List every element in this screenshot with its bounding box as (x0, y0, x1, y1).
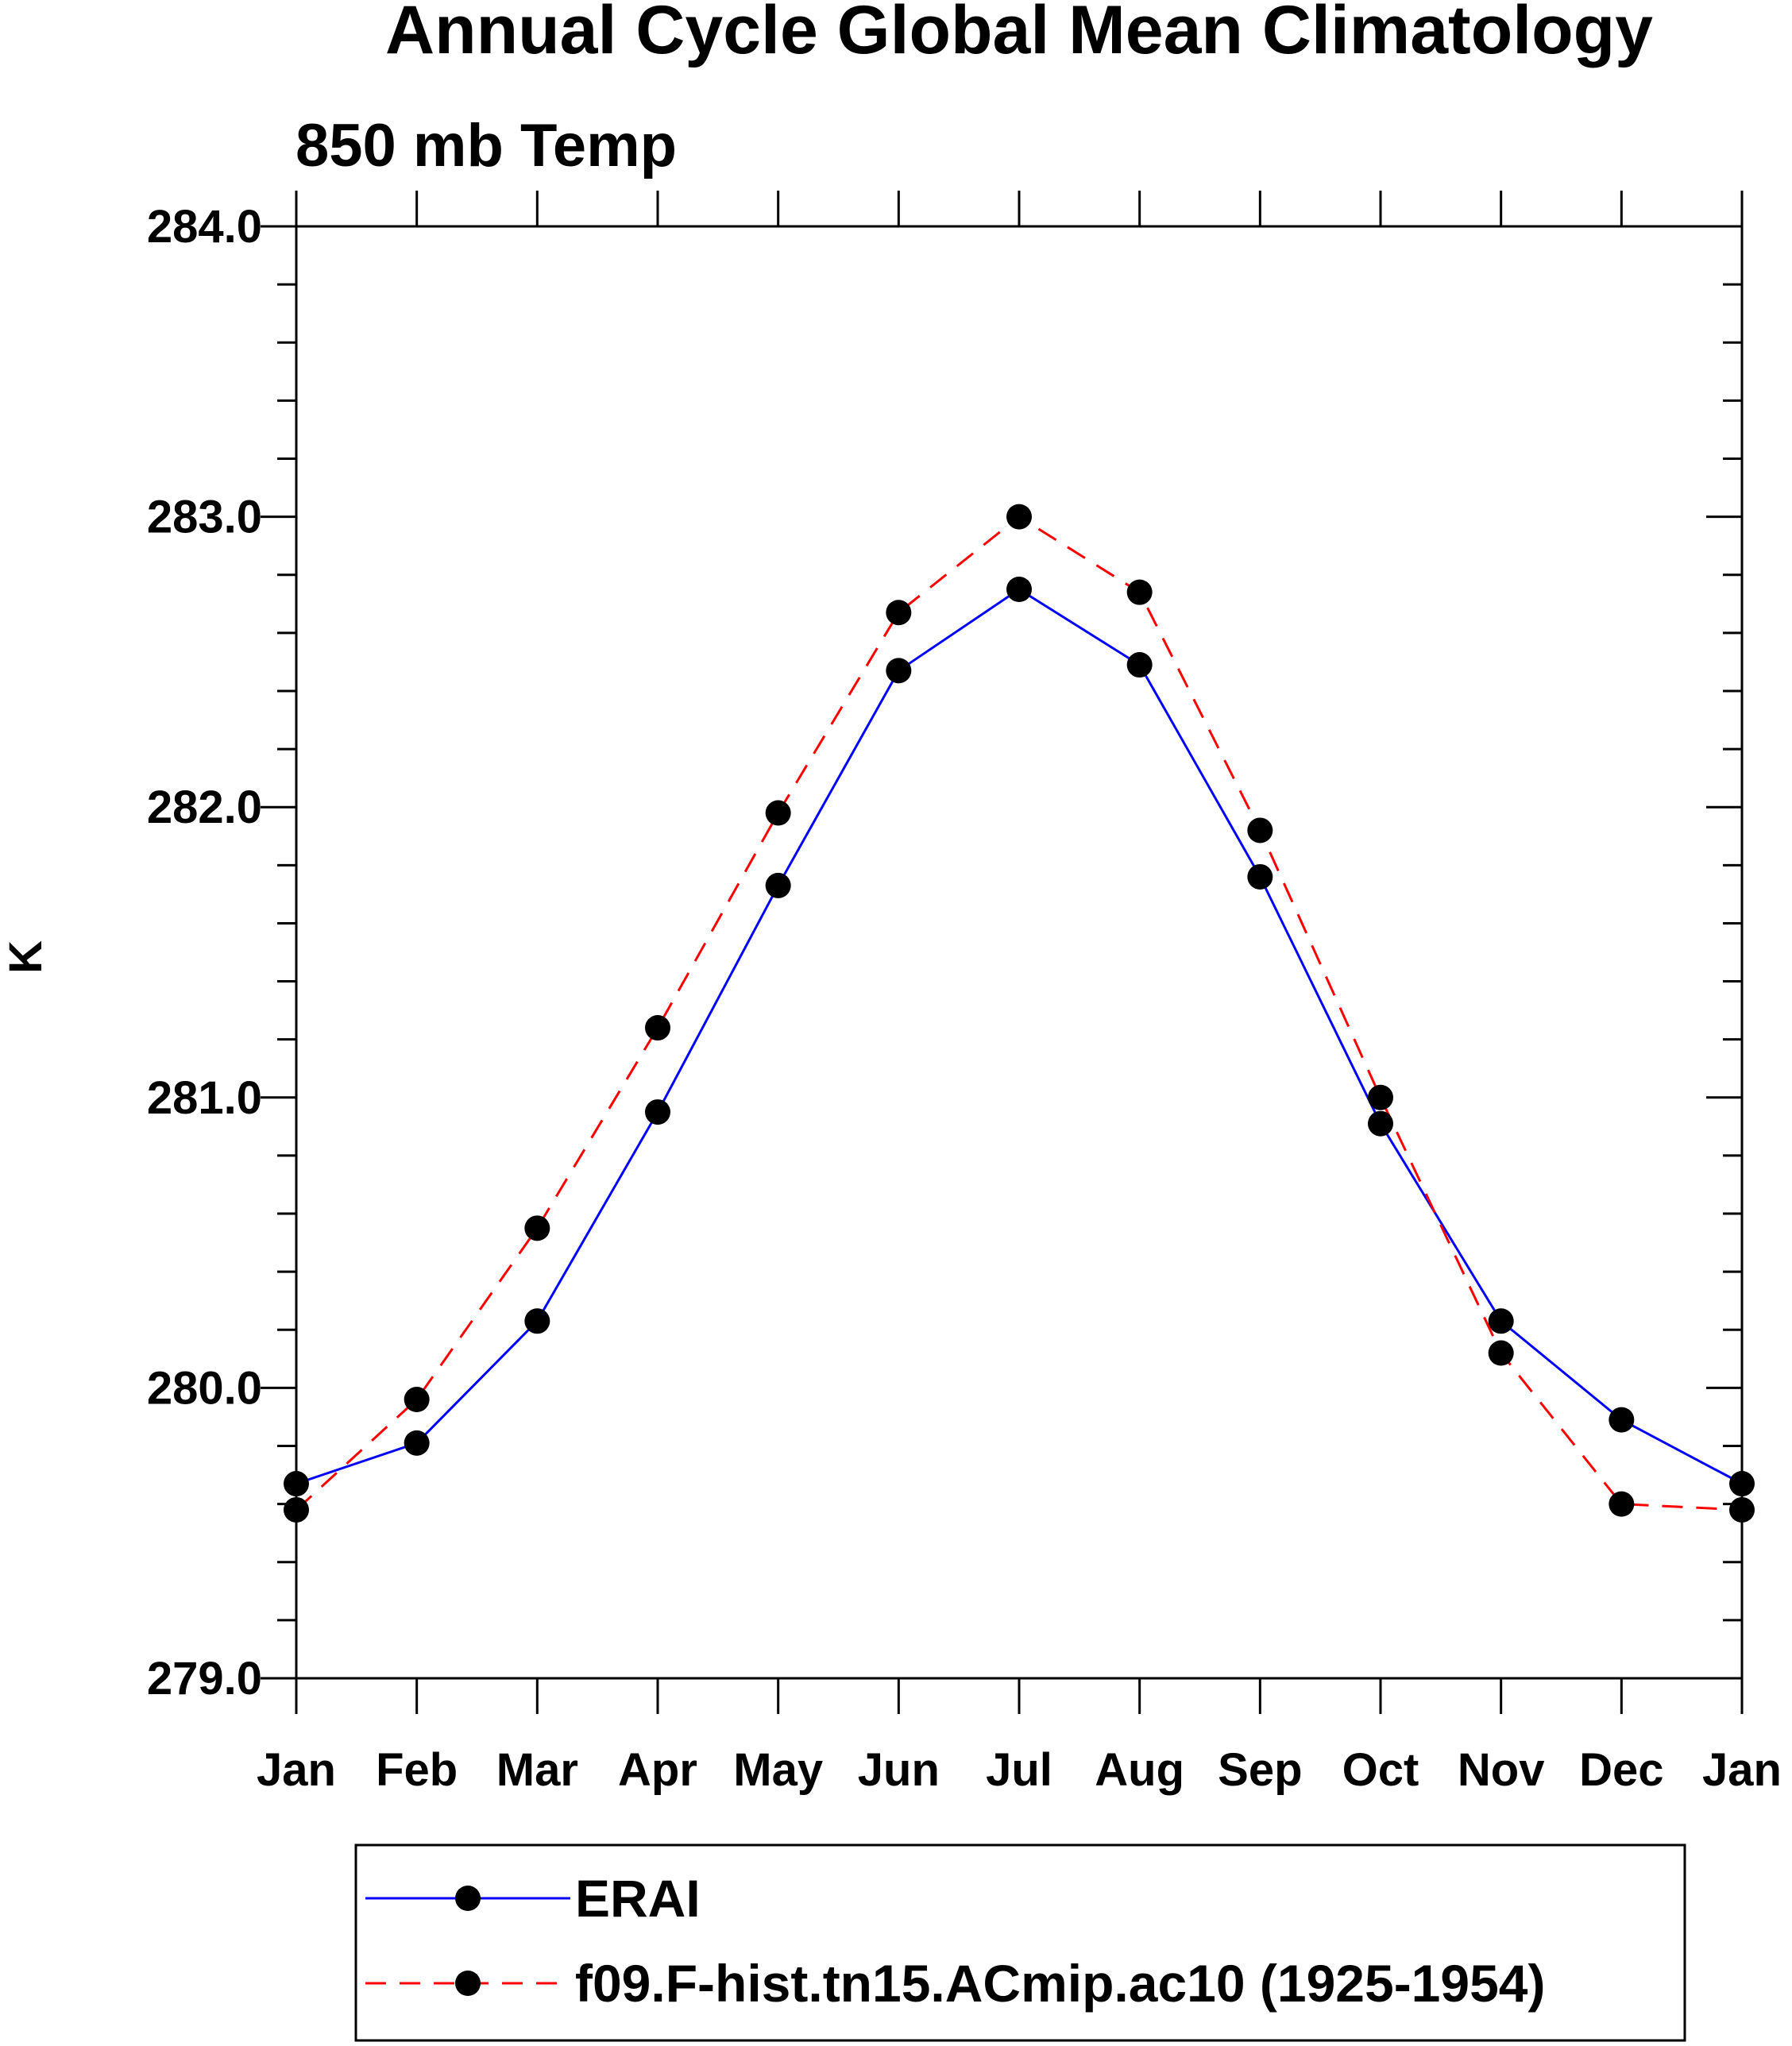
legend-marker-f09 (455, 1971, 481, 1996)
series-lines (295, 515, 1743, 1511)
data-point-f09 (1729, 1496, 1755, 1523)
data-point-f09 (1006, 504, 1032, 530)
y-tick-label: 282.0 (147, 782, 262, 833)
data-point-erai (1729, 1471, 1755, 1497)
data-point-f09 (524, 1215, 550, 1241)
data-point-f09 (765, 800, 791, 826)
series-line-erai (295, 588, 1743, 1485)
x-tick-label: Apr (618, 1744, 697, 1796)
y-tick-label: 279.0 (147, 1653, 262, 1704)
x-tick-label: Jan (1702, 1744, 1782, 1796)
data-point-f09 (1488, 1340, 1514, 1366)
axis-ticks (261, 191, 1744, 1714)
data-point-erai (1126, 652, 1153, 678)
legend-label-f09: f09.F-hist.tn15.ACmip.ac10 (1925-1954) (575, 1954, 1545, 2013)
data-point-erai (765, 872, 791, 898)
data-point-f09 (404, 1387, 430, 1413)
x-tick-label: Dec (1579, 1744, 1663, 1796)
x-tick-label: May (733, 1744, 823, 1796)
data-point-f09 (645, 1015, 670, 1041)
x-tick-labels: Jan Feb Mar Apr May Jun Jul Aug Sep Oct Nov Dec Jan (257, 1744, 1782, 1796)
legend: ERAI f09.F-hist.tn15.ACmip.ac10 (1925-19… (354, 1843, 1686, 2042)
data-point-erai (1488, 1308, 1514, 1334)
data-point-erai (1368, 1110, 1393, 1137)
x-tick-label: Feb (376, 1744, 458, 1796)
data-point-erai (404, 1430, 430, 1456)
data-point-f09 (886, 600, 912, 626)
chart-subtitle: 850 mb Temp (295, 112, 677, 180)
x-tick-label: Mar (496, 1744, 578, 1796)
data-point-erai (1006, 577, 1032, 602)
x-tick-label: Sep (1218, 1744, 1302, 1796)
data-point-erai (1609, 1407, 1635, 1433)
x-tick-label: Jun (858, 1744, 940, 1796)
chart-title: Annual Cycle Global Mean Climatology (385, 0, 1653, 68)
data-point-f09 (1247, 817, 1273, 843)
y-tick-label: 283.0 (147, 492, 262, 543)
data-point-erai (284, 1471, 309, 1497)
data-point-f09 (1609, 1491, 1635, 1517)
y-tick-label: 281.0 (147, 1072, 262, 1124)
x-tick-label: Jan (257, 1744, 336, 1796)
data-point-f09 (1126, 579, 1153, 605)
legend-box (354, 1843, 1686, 2042)
y-tick-labels: 279.0 280.0 281.0 282.0 283.0 284.0 (147, 201, 262, 1704)
x-tick-label: Nov (1458, 1744, 1545, 1796)
legend-marker-erai (455, 1886, 481, 1911)
data-point-erai (1247, 863, 1273, 890)
series-markers (284, 504, 1755, 1523)
series-line-f09 (295, 515, 1743, 1511)
x-tick-label: Oct (1342, 1744, 1419, 1796)
y-axis-label: K (0, 940, 52, 974)
plot-frame (295, 225, 1744, 1680)
data-point-f09 (284, 1496, 309, 1523)
data-point-erai (524, 1308, 550, 1334)
x-tick-label: Jul (986, 1744, 1052, 1796)
data-point-erai (886, 658, 912, 684)
data-point-erai (645, 1099, 670, 1125)
legend-label-erai: ERAI (575, 1869, 701, 1928)
data-point-f09 (1368, 1084, 1393, 1110)
y-tick-label: 280.0 (147, 1362, 262, 1414)
x-tick-label: Aug (1095, 1744, 1184, 1796)
y-tick-label: 284.0 (147, 201, 262, 253)
